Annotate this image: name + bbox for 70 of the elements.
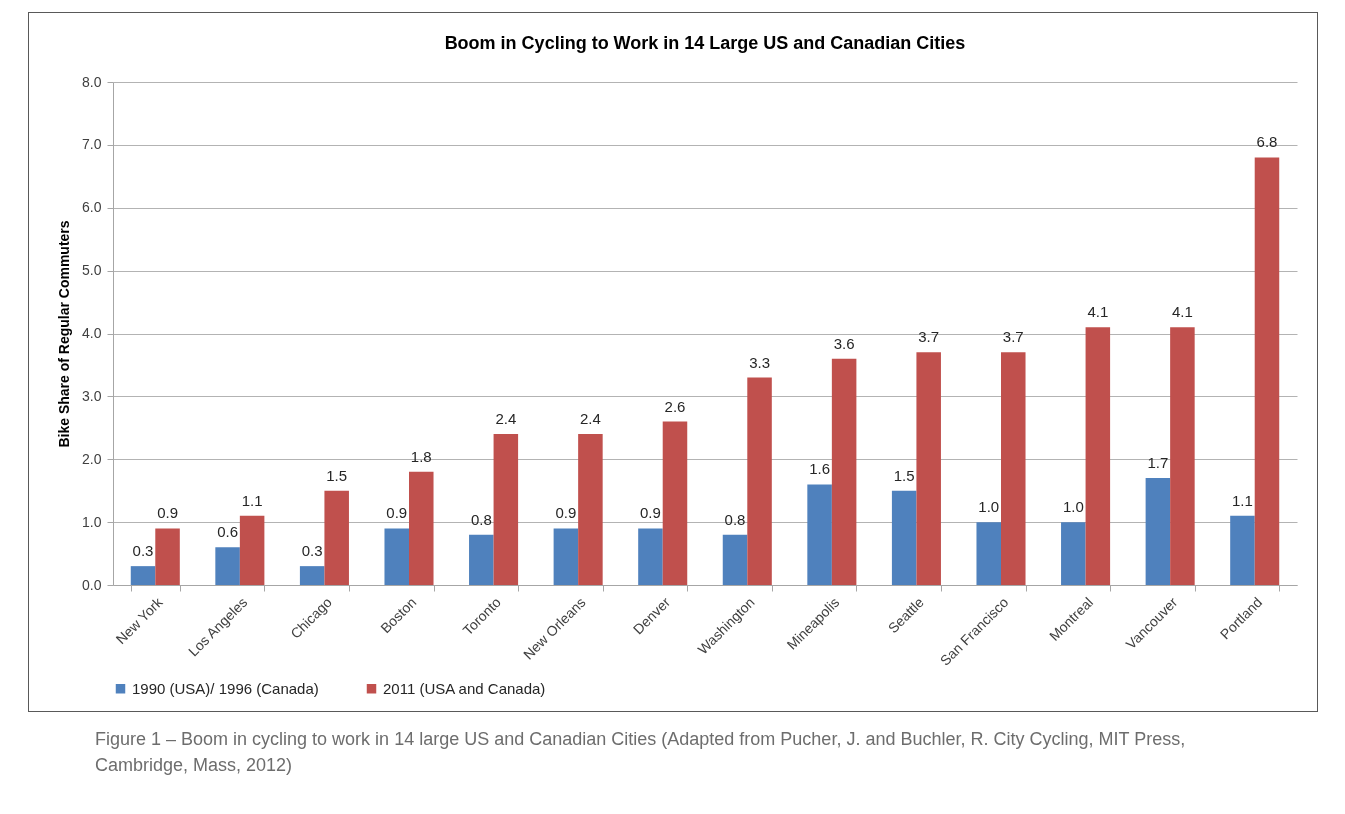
bar xyxy=(891,490,917,585)
legend-label: 1990 (USA)/ 1996 (Canada) xyxy=(132,679,319,697)
data-label: 4.1 xyxy=(1171,303,1193,321)
data-label: 0.3 xyxy=(301,542,323,560)
data-label: 0.9 xyxy=(157,504,178,522)
data-label: 0.9 xyxy=(386,504,408,522)
bar xyxy=(324,490,349,585)
bar xyxy=(155,528,180,585)
data-label: 3.3 xyxy=(749,353,770,371)
bar xyxy=(299,566,325,585)
data-label: 1.5 xyxy=(893,466,915,484)
bar xyxy=(638,528,663,585)
data-label: 6.8 xyxy=(1256,133,1278,151)
data-label: 0.3 xyxy=(132,542,154,560)
data-label: 3.7 xyxy=(918,328,940,346)
y-tick-label: 4.0 xyxy=(82,325,102,341)
data-label: 3.7 xyxy=(1002,328,1024,346)
data-label: 1.1 xyxy=(1232,491,1253,509)
data-label: 1.8 xyxy=(410,447,432,465)
bar xyxy=(493,434,519,585)
bar xyxy=(1254,157,1280,585)
y-axis-title: Bike Share of Regular Commuters xyxy=(56,220,73,448)
data-label: 0.6 xyxy=(217,523,239,541)
bar xyxy=(130,566,156,585)
bar xyxy=(384,528,409,585)
data-label: 1.6 xyxy=(809,460,831,478)
y-tick-label: 3.0 xyxy=(82,387,102,404)
bar xyxy=(1170,327,1195,585)
data-label: 4.1 xyxy=(1087,303,1109,321)
data-label: 1.1 xyxy=(241,491,263,509)
bar xyxy=(1001,352,1026,585)
bar xyxy=(1085,327,1111,585)
data-label: 0.8 xyxy=(724,510,746,528)
bar xyxy=(916,352,941,585)
y-tick-label: 6.0 xyxy=(82,199,102,216)
data-label: 0.8 xyxy=(470,510,492,528)
y-tick-label: 2.0 xyxy=(82,450,102,467)
data-label: 1.0 xyxy=(1062,498,1084,516)
legend-label: 2011 (USA and Canada) xyxy=(383,679,546,697)
data-label: 1.0 xyxy=(978,498,1000,516)
data-label: 0.9 xyxy=(640,504,661,522)
y-tick-label: 1.0 xyxy=(82,513,102,530)
data-label: 2.6 xyxy=(664,397,686,415)
y-tick-label: 7.0 xyxy=(82,136,102,153)
bar xyxy=(662,421,688,585)
bar xyxy=(747,377,772,585)
bar xyxy=(553,528,579,585)
bar xyxy=(831,358,857,585)
caption: Figure 1 – Boom in cycling to work in 14 large US and Canadian Cities (Adapted from Pucher, J. and Buchler, R. City Cycling, MIT Press, Cambridge, Mass, 2012) xyxy=(95,728,1187,777)
data-label: 2.4 xyxy=(495,410,517,428)
data-label: 1.7 xyxy=(1147,454,1169,472)
bar xyxy=(722,534,748,585)
bar xyxy=(469,534,494,585)
y-tick-label: 8.0 xyxy=(82,73,102,90)
y-tick-label: 5.0 xyxy=(82,262,102,279)
bar xyxy=(807,484,832,585)
bar xyxy=(239,515,265,585)
data-label: 0.9 xyxy=(555,504,577,522)
bar xyxy=(1230,515,1255,585)
data-label: 3.6 xyxy=(833,334,855,352)
data-label: 1.5 xyxy=(326,466,348,484)
bar xyxy=(578,434,603,585)
bar xyxy=(409,471,434,585)
bar xyxy=(1145,478,1171,585)
data-label: 2.4 xyxy=(579,410,601,428)
bar xyxy=(976,522,1001,585)
bar xyxy=(1061,522,1086,585)
chart-title: Boom in Cycling to Work in 14 Large US and Canadian Cities xyxy=(444,33,966,53)
bar xyxy=(215,547,240,585)
y-tick-label: 0.0 xyxy=(82,576,102,593)
